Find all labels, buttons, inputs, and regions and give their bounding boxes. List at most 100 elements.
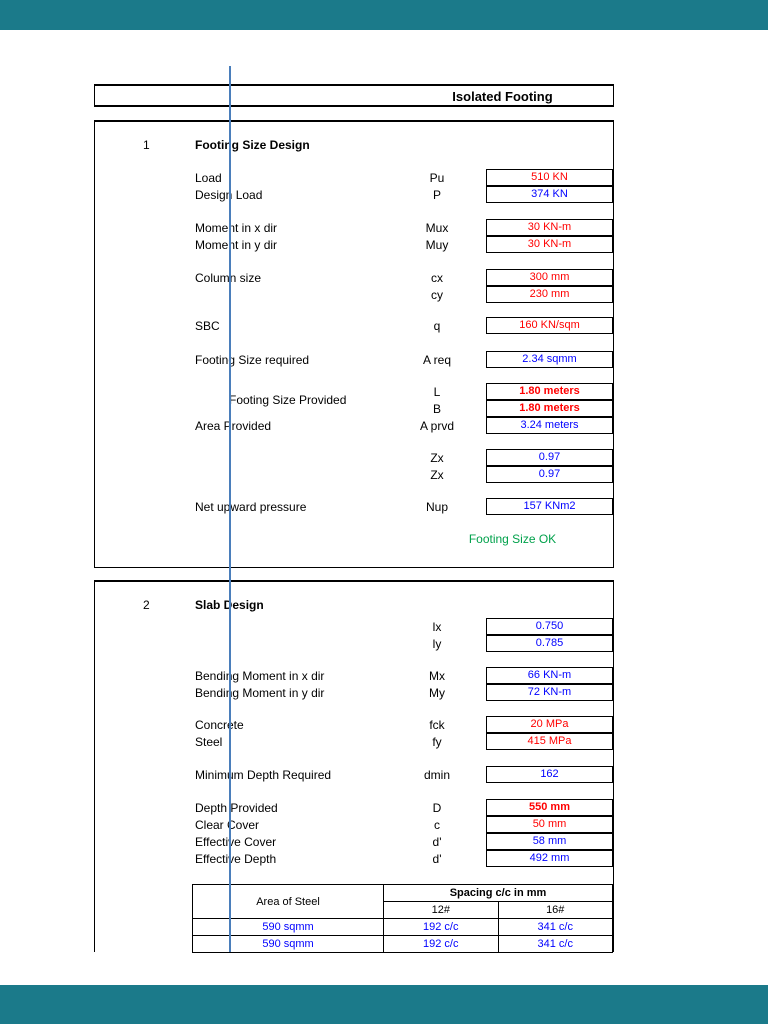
spacing-16-value: 341 c/c [497,935,613,953]
calc-row-mx: Bending Moment in x dir Mx 66 KN-m [95,667,613,684]
provided-label: Footing Size Provided [229,393,347,407]
calc-row-lx: lx 0.750 [95,618,613,635]
table-row: 590 sqmm 192 c/c 341 c/c [191,918,613,936]
row-label: Footing Size required [195,353,310,367]
calc-row-area-provided: Area Provided A prvd 3.24 meters [95,417,613,434]
group-area-required: Footing Size required A req 2.34 sqmm [95,351,613,368]
spacing-12-value: 192 c/c [383,935,499,953]
row-symbol: dmin [423,768,450,782]
calc-row-eff-cover: Effective Cover d' 58 mm [95,833,613,850]
row-value: 72 KN-m [486,684,613,701]
subheader-12: 12# [383,901,499,919]
row-value: 230 mm [486,286,613,303]
row-label: Clear Cover [195,818,260,832]
row-symbol: Pu [429,171,445,185]
row-symbol: Zx [430,468,444,482]
row-label: Minimum Depth Required [195,768,332,782]
viewer-bottom-bar [0,985,768,1024]
area-of-steel-header: Area of Steel [191,884,385,919]
viewer-top-bar [0,0,768,30]
calc-row-fy: Steel fy 415 MPa [95,733,613,750]
calc-row-breadth: B 1.80 meters [95,400,613,417]
row-symbol: Muy [425,238,449,252]
calc-row-areq: Footing Size required A req 2.34 sqmm [95,351,613,368]
group-column-size: Column size cx 300 mm cy 230 mm [95,269,613,303]
row-value: 30 KN-m [486,219,613,236]
row-symbol: Mux [425,221,449,235]
group-net-pressure: Net upward pressure Nup 157 KNm2 [95,498,613,515]
section2-number: 2 [143,598,150,612]
document-title-box: Isolated Footing [94,84,614,107]
group-section-modulus: Zx 0.97 Zx 0.97 [95,449,613,483]
spacing-header: Spacing c/c in mm [383,884,613,902]
calc-row-cx: Column size cx 300 mm [95,269,613,286]
row-symbol: Mx [429,669,445,683]
row-value: 66 KN-m [486,667,613,684]
spacing-16-value: 341 c/c [497,918,613,936]
area-value: 590 sqmm [191,935,385,953]
row-value: 300 mm [486,269,613,286]
row-symbol: q [433,319,441,333]
row-label: Net upward pressure [195,500,307,514]
calc-row-sbc: SBC q 160 KN/sqm [95,317,613,334]
status-footing-ok: Footing Size OK [468,532,557,546]
section-slab-design: 2 Slab Design lx 0.750 ly 0.785 Bending … [94,580,614,953]
row-symbol: c [434,818,440,832]
calc-row-cy: cy 230 mm [95,286,613,303]
row-value: 1.80 meters [486,400,613,417]
row-symbol: cx [431,271,443,285]
calc-row-mux: Moment in x dir Mux 30 KN-m [95,219,613,236]
group-sbc: SBC q 160 KN/sqm [95,317,613,334]
calc-row-fck: Concrete fck 20 MPa [95,716,613,733]
row-symbol: fck [429,718,445,732]
row-label: Effective Depth [195,852,277,866]
row-label: Effective Cover [195,835,277,849]
row-symbol: My [429,686,445,700]
row-label: SBC [195,319,220,333]
page-boundary-line [229,66,231,952]
calc-row-ly: ly 0.785 [95,635,613,652]
calc-row-design-load: Design Load P 374 KN [95,186,613,203]
row-value: 0.97 [486,466,613,483]
row-value: 510 KN [486,169,613,186]
section-footing-size-design: 1 Footing Size Design Load Pu 510 KN Des… [94,120,614,568]
spacing-12-value: 192 c/c [383,918,499,936]
row-symbol: A prvd [419,419,455,433]
group-depth-provided: Depth Provided D 550 mm Clear Cover c 50… [95,799,613,867]
row-value: 3.24 meters [486,417,613,434]
row-value: 0.97 [486,449,613,466]
calc-row-length: L 1.80 meters [95,383,613,400]
area-value: 590 sqmm [191,918,385,936]
row-label: Load [195,171,222,185]
row-value: 30 KN-m [486,236,613,253]
section1-title: Footing Size Design [195,138,310,152]
row-symbol: A req [422,353,452,367]
calc-row-my: Bending Moment in y dir My 72 KN-m [95,684,613,701]
row-label: Area Provided [195,419,272,433]
group-bending-moments: Bending Moment in x dir Mx 66 KN-m Bendi… [95,667,613,701]
row-symbol: P [432,188,441,202]
row-label: Moment in y dir [195,238,278,252]
row-label: Column size [195,271,262,285]
table-subheader-row: 12# 16# [193,901,613,919]
group-moments: Moment in x dir Mux 30 KN-m Moment in y … [95,219,613,253]
row-value: 550 mm [486,799,613,816]
row-label: Depth Provided [195,801,278,815]
row-value: 0.785 [486,635,613,652]
row-label: Bending Moment in y dir [195,686,325,700]
row-value: 492 mm [486,850,613,867]
row-symbol: D [432,801,442,815]
table-row: 590 sqmm 192 c/c 341 c/c [191,935,613,953]
group-min-depth: Minimum Depth Required dmin 162 [95,766,613,783]
row-label: Moment in x dir [195,221,278,235]
row-symbol: L [433,385,441,399]
row-label: Concrete [195,718,244,732]
table-header-row: Area of Steel Spacing c/c in mm [191,884,613,919]
row-symbol: Zx [430,451,444,465]
calc-row-load: Load Pu 510 KN [95,169,613,186]
row-symbol: Nup [425,500,448,514]
row-value: 374 KN [486,186,613,203]
calc-row-zx2: Zx 0.97 [95,466,613,483]
row-symbol: B [432,402,441,416]
steel-spacing-table: Area of Steel Spacing c/c in mm 12# 16# … [191,884,613,953]
